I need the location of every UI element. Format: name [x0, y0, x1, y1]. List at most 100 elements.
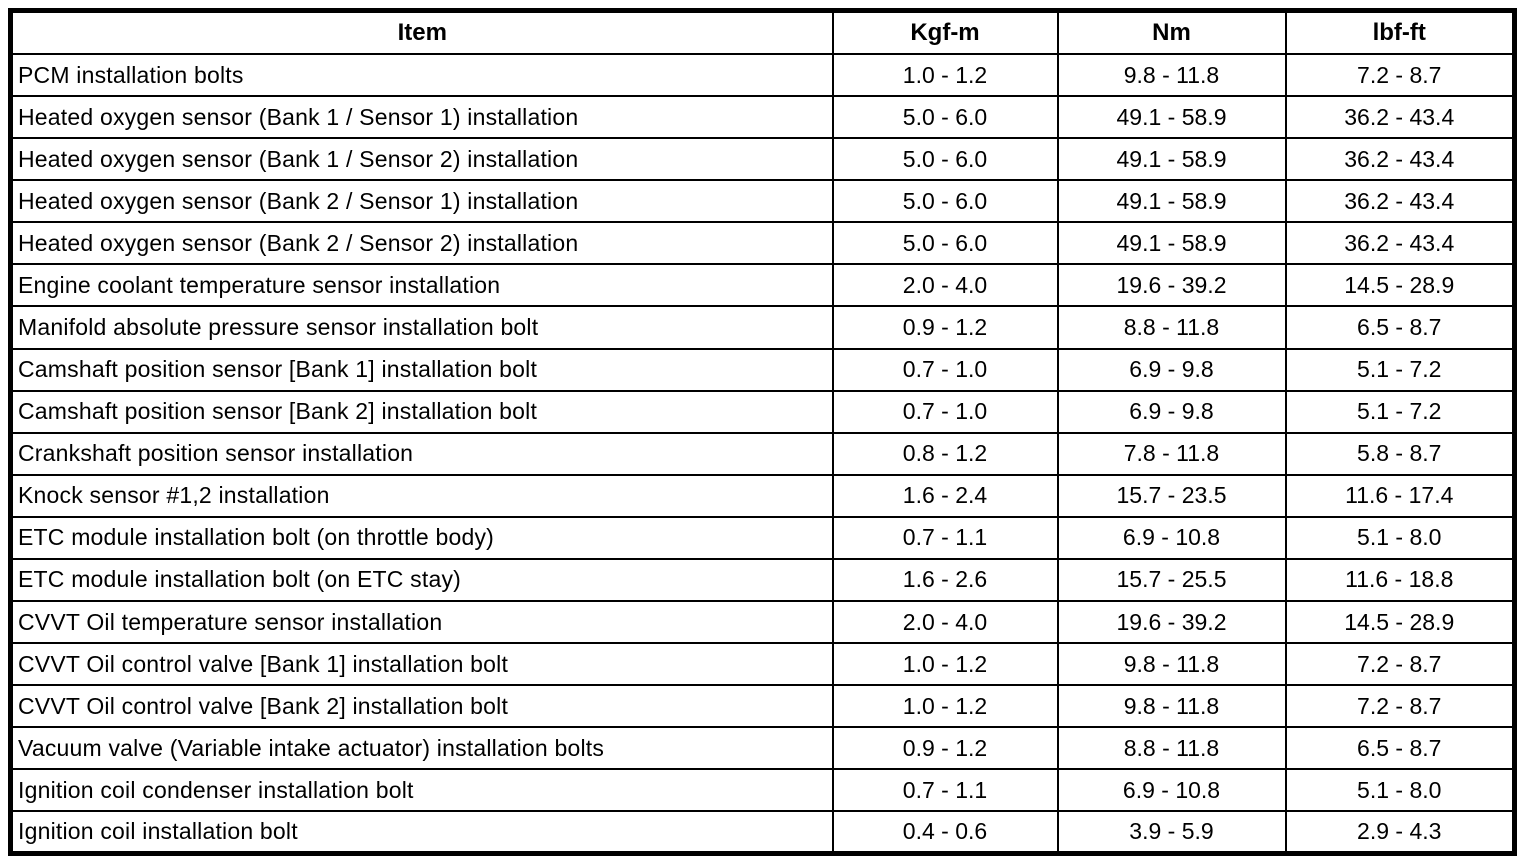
table-row: Camshaft position sensor [Bank 2] instal…: [9, 389, 1516, 434]
cell-lbf-ft: 14.5 - 28.9: [1284, 600, 1516, 645]
table-row: Heated oxygen sensor (Bank 1 / Sensor 2)…: [9, 137, 1516, 182]
torque-spec-table: Item Kgf-m Nm lbf-ft PCM installation bo…: [8, 8, 1517, 856]
cell-item: CVVT Oil control valve [Bank 2] installa…: [9, 684, 834, 729]
cell-lbf-ft: 7.2 - 8.7: [1284, 642, 1516, 687]
cell-kgf-m: 0.7 - 1.0: [831, 389, 1059, 434]
table-row: CVVT Oil temperature sensor installation…: [9, 600, 1516, 645]
cell-nm: 49.1 - 58.9: [1056, 221, 1287, 266]
cell-nm: 49.1 - 58.9: [1056, 179, 1287, 224]
table-row: Heated oxygen sensor (Bank 1 / Sensor 1)…: [9, 95, 1516, 140]
column-header-item: Item: [9, 9, 834, 55]
cell-lbf-ft: 2.9 - 4.3: [1284, 810, 1516, 855]
cell-lbf-ft: 5.1 - 7.2: [1284, 347, 1516, 392]
cell-lbf-ft: 6.5 - 8.7: [1284, 726, 1516, 771]
cell-nm: 19.6 - 39.2: [1056, 263, 1287, 308]
cell-item: Heated oxygen sensor (Bank 1 / Sensor 1)…: [9, 95, 834, 140]
cell-kgf-m: 1.0 - 1.2: [831, 52, 1059, 98]
table-row: Vacuum valve (Variable intake actuator) …: [9, 726, 1516, 771]
cell-nm: 15.7 - 25.5: [1056, 557, 1287, 603]
cell-kgf-m: 0.8 - 1.2: [831, 431, 1059, 476]
header-row: Item Kgf-m Nm lbf-ft: [9, 9, 1516, 55]
cell-kgf-m: 0.7 - 1.1: [831, 515, 1059, 560]
table-row: PCM installation bolts 1.0 - 1.2 9.8 - 11.…: [9, 52, 1516, 98]
column-header-lbf-ft: lbf-ft: [1284, 9, 1516, 55]
cell-nm: 9.8 - 11.8: [1056, 684, 1287, 729]
cell-kgf-m: 0.7 - 1.1: [831, 768, 1059, 813]
cell-nm: 9.8 - 11.8: [1056, 52, 1287, 98]
cell-kgf-m: 1.0 - 1.2: [831, 642, 1059, 687]
cell-kgf-m: 5.0 - 6.0: [831, 137, 1059, 182]
table-body: PCM installation bolts 1.0 - 1.2 9.8 - 11.…: [9, 52, 1516, 855]
cell-item: ETC module installation bolt (on ETC sta…: [9, 557, 834, 603]
cell-kgf-m: 0.7 - 1.0: [831, 347, 1059, 392]
cell-nm: 19.6 - 39.2: [1056, 600, 1287, 645]
cell-lbf-ft: 7.2 - 8.7: [1284, 52, 1516, 98]
table-row: CVVT Oil control valve [Bank 2] installa…: [9, 684, 1516, 729]
cell-item: Ignition coil installation bolt: [9, 810, 834, 855]
cell-item: Camshaft position sensor [Bank 2] instal…: [9, 389, 834, 434]
cell-kgf-m: 0.9 - 1.2: [831, 305, 1059, 350]
cell-item: Manifold absolute pressure sensor instal…: [9, 305, 834, 350]
cell-kgf-m: 1.0 - 1.2: [831, 684, 1059, 729]
cell-nm: 6.9 - 10.8: [1056, 515, 1287, 560]
cell-lbf-ft: 11.6 - 17.4: [1284, 473, 1516, 518]
cell-kgf-m: 2.0 - 4.0: [831, 263, 1059, 308]
cell-lbf-ft: 36.2 - 43.4: [1284, 179, 1516, 224]
cell-lbf-ft: 5.1 - 8.0: [1284, 515, 1516, 560]
cell-nm: 6.9 - 10.8: [1056, 768, 1287, 813]
column-header-nm: Nm: [1056, 9, 1287, 55]
table-row: Engine coolant temperature sensor instal…: [9, 263, 1516, 308]
table-row: Heated oxygen sensor (Bank 2 / Sensor 1)…: [9, 179, 1516, 224]
cell-kgf-m: 5.0 - 6.0: [831, 221, 1059, 266]
cell-lbf-ft: 14.5 - 28.9: [1284, 263, 1516, 308]
cell-lbf-ft: 7.2 - 8.7: [1284, 684, 1516, 729]
cell-kgf-m: 1.6 - 2.4: [831, 473, 1059, 518]
cell-item: PCM installation bolts: [9, 52, 834, 98]
cell-item: CVVT Oil control valve [Bank 1] installa…: [9, 642, 834, 687]
table-row: ETC module installation bolt (on throttl…: [9, 515, 1516, 560]
cell-kgf-m: 5.0 - 6.0: [831, 95, 1059, 140]
table-row: Manifold absolute pressure sensor instal…: [9, 305, 1516, 350]
cell-kgf-m: 0.9 - 1.2: [831, 726, 1059, 771]
table-row: Heated oxygen sensor (Bank 2 / Sensor 2)…: [9, 221, 1516, 266]
cell-lbf-ft: 5.1 - 8.0: [1284, 768, 1516, 813]
table-row: ETC module installation bolt (on ETC sta…: [9, 557, 1516, 603]
cell-lbf-ft: 5.8 - 8.7: [1284, 431, 1516, 476]
cell-nm: 49.1 - 58.9: [1056, 95, 1287, 140]
cell-nm: 8.8 - 11.8: [1056, 305, 1287, 350]
cell-item: Camshaft position sensor [Bank 1] instal…: [9, 347, 834, 392]
cell-kgf-m: 1.6 - 2.6: [831, 557, 1059, 603]
cell-lbf-ft: 6.5 - 8.7: [1284, 305, 1516, 350]
cell-nm: 49.1 - 58.9: [1056, 137, 1287, 182]
table-row: Camshaft position sensor [Bank 1] instal…: [9, 347, 1516, 392]
cell-lbf-ft: 36.2 - 43.4: [1284, 95, 1516, 140]
cell-item: Crankshaft position sensor installation: [9, 431, 834, 476]
cell-kgf-m: 2.0 - 4.0: [831, 600, 1059, 645]
table-row: Knock sensor #1,2 installation 1.6 - 2.4 1…: [9, 473, 1516, 518]
cell-item: Vacuum valve (Variable intake actuator) …: [9, 726, 834, 771]
cell-nm: 8.8 - 11.8: [1056, 726, 1287, 771]
cell-kgf-m: 0.4 - 0.6: [831, 810, 1059, 855]
table-row: Ignition coil installation bolt 0.4 - 0.6…: [9, 810, 1516, 855]
cell-lbf-ft: 11.6 - 18.8: [1284, 557, 1516, 603]
cell-item: Heated oxygen sensor (Bank 2 / Sensor 1)…: [9, 179, 834, 224]
table-row: CVVT Oil control valve [Bank 1] installa…: [9, 642, 1516, 687]
cell-item: CVVT Oil temperature sensor installation: [9, 600, 834, 645]
cell-item: Ignition coil condenser installation bol…: [9, 768, 834, 813]
cell-lbf-ft: 5.1 - 7.2: [1284, 389, 1516, 434]
table-row: Crankshaft position sensor installation 0…: [9, 431, 1516, 476]
cell-nm: 6.9 - 9.8: [1056, 389, 1287, 434]
cell-nm: 3.9 - 5.9: [1056, 810, 1287, 855]
column-header-kgf-m: Kgf-m: [831, 9, 1059, 55]
cell-nm: 9.8 - 11.8: [1056, 642, 1287, 687]
cell-nm: 15.7 - 23.5: [1056, 473, 1287, 518]
cell-lbf-ft: 36.2 - 43.4: [1284, 221, 1516, 266]
cell-item: Engine coolant temperature sensor instal…: [9, 263, 834, 308]
cell-item: ETC module installation bolt (on throttl…: [9, 515, 834, 560]
cell-kgf-m: 5.0 - 6.0: [831, 179, 1059, 224]
cell-nm: 6.9 - 9.8: [1056, 347, 1287, 392]
cell-lbf-ft: 36.2 - 43.4: [1284, 137, 1516, 182]
table-row: Ignition coil condenser installation bol…: [9, 768, 1516, 813]
cell-item: Heated oxygen sensor (Bank 2 / Sensor 2)…: [9, 221, 834, 266]
